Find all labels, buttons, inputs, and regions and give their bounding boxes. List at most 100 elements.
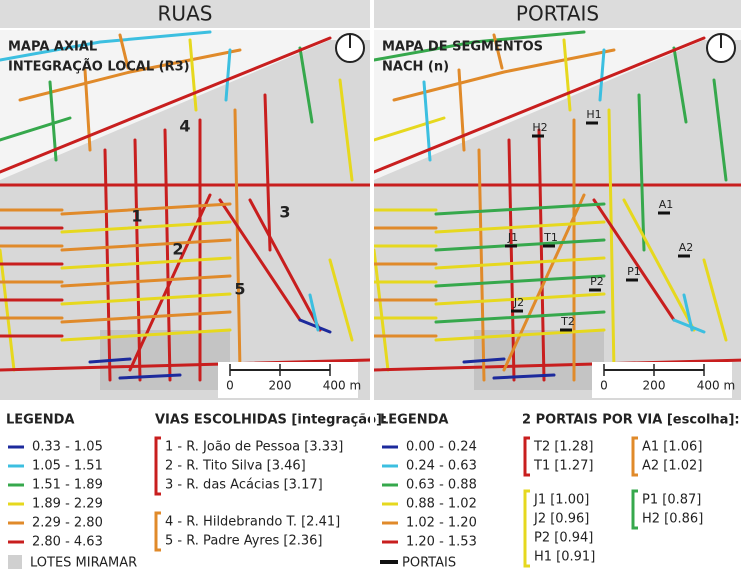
group-bracket: [631, 489, 638, 530]
road: [118, 373, 182, 380]
road: [88, 357, 132, 364]
legend-title: LEGENDA: [6, 413, 74, 428]
road: [308, 293, 320, 332]
map-label: T2: [560, 315, 575, 328]
legend-extra: PORTAIS: [402, 556, 456, 571]
road: [188, 38, 198, 112]
road: [0, 36, 332, 174]
legend-title: LEGENDA: [380, 413, 448, 428]
group-bracket: [523, 436, 530, 477]
road: [133, 138, 142, 382]
road: [60, 220, 232, 234]
panel-title: PORTAIS: [516, 2, 599, 26]
road: [218, 198, 302, 322]
scale-label: 400 m: [323, 379, 361, 393]
legend-label: 0.63 - 0.88: [406, 478, 477, 493]
map-label: A2: [679, 241, 694, 254]
road: [702, 258, 728, 342]
group-bracket: [154, 511, 161, 552]
road: [372, 36, 706, 174]
group-bracket: [523, 489, 530, 568]
selection-title: 2 PORTAIS POR VIA [escolha]:: [522, 413, 740, 428]
legend-label: 0.24 - 0.63: [406, 459, 477, 474]
map-label: 1: [131, 207, 142, 226]
map-title: MAPA AXIAL: [8, 40, 97, 55]
scale-box: [592, 362, 732, 398]
map-label: 5: [234, 280, 245, 299]
road: [492, 373, 556, 380]
road: [60, 274, 232, 288]
road: [462, 357, 506, 364]
map-label: P1: [627, 265, 641, 278]
selection-item: 4 - R. Hildebrando T. [2.41]: [165, 515, 340, 530]
road: [434, 202, 606, 216]
road: [60, 256, 232, 270]
scale-label: 200: [269, 379, 292, 393]
selection-item: P1 [0.87]: [642, 493, 701, 508]
road: [48, 80, 58, 162]
road: [537, 128, 546, 382]
selection-item: 5 - R. Padre Ayres [2.36]: [165, 534, 322, 549]
road: [492, 33, 504, 70]
road: [248, 198, 322, 332]
road: [434, 328, 606, 342]
road: [60, 202, 232, 216]
road: [60, 310, 232, 324]
road: [507, 138, 516, 382]
block-area: [374, 40, 741, 400]
map-label: J1: [507, 231, 518, 244]
legend-label: 0.33 - 1.05: [32, 440, 103, 455]
road: [672, 46, 688, 124]
group-bracket: [154, 436, 161, 496]
map-title: MAPA DE SEGMENTOS: [382, 40, 543, 55]
block-area: [0, 40, 370, 400]
map-label: 3: [279, 203, 290, 222]
road: [0, 30, 212, 62]
road: [372, 116, 446, 142]
road: [434, 310, 606, 324]
road: [392, 48, 616, 102]
road: [60, 328, 232, 342]
selection-item: H1 [0.91]: [534, 550, 595, 565]
road: [0, 116, 72, 142]
selection-item: A1 [1.06]: [642, 440, 702, 455]
road: [598, 48, 606, 102]
panel: PORTAIS MAPA DE SEGMENTOS NACH (n) H2 H1 A1 J1…: [372, 0, 741, 571]
lotes-swatch: [8, 555, 22, 569]
road: [434, 256, 606, 270]
map-label: H1: [586, 108, 601, 121]
road: [0, 358, 372, 372]
road: [372, 248, 390, 372]
map-title: NACH (n): [382, 60, 449, 75]
legend-label: 1.02 - 1.20: [406, 516, 477, 531]
road: [263, 93, 272, 252]
road: [637, 93, 646, 252]
legend-label: 2.29 - 2.80: [32, 516, 103, 531]
road: [118, 33, 130, 70]
scale-box: [218, 362, 358, 398]
map-label: 2: [172, 240, 183, 259]
selection-item: H2 [0.86]: [642, 512, 703, 527]
road: [60, 238, 232, 252]
scale-label: 200: [643, 379, 666, 393]
road: [434, 220, 606, 234]
selection-item: 1 - R. João de Pessoa [3.33]: [165, 440, 343, 455]
road: [434, 238, 606, 252]
road: [672, 318, 706, 334]
road: [434, 274, 606, 288]
legend-label: 1.89 - 2.29: [32, 497, 103, 512]
legend-label: 0.00 - 0.24: [406, 440, 477, 455]
legend-label: 1.20 - 1.53: [406, 535, 477, 550]
legend-label: 0.88 - 1.02: [406, 497, 477, 512]
road: [712, 78, 728, 182]
header-band: [374, 0, 741, 28]
selection-item: J1 [1.00]: [533, 493, 589, 508]
road: [622, 198, 696, 332]
scale-label: 0: [600, 379, 608, 393]
road: [592, 198, 676, 322]
scale-label: 0: [226, 379, 234, 393]
road: [338, 78, 354, 182]
road: [372, 30, 586, 62]
selection-item: 3 - R. das Acácias [3.17]: [165, 478, 323, 493]
road: [422, 80, 432, 162]
